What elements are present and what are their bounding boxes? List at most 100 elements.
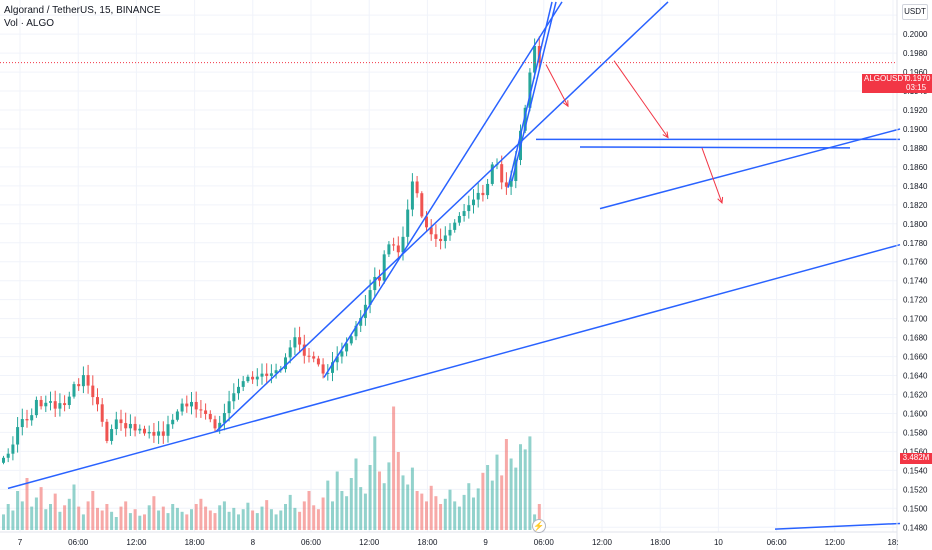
volume-bar	[307, 491, 311, 530]
volume-bar	[72, 484, 76, 530]
volume-bar	[190, 509, 193, 530]
candle-body	[105, 421, 109, 441]
volume-bar	[157, 510, 161, 530]
candle-body	[382, 254, 386, 281]
volume-bar	[204, 506, 208, 530]
lightning-icon[interactable]: ⚡	[532, 519, 546, 533]
arrow-annotations	[545, 60, 724, 205]
volume-bar	[462, 494, 466, 530]
candle-body	[401, 236, 405, 253]
candle-body	[467, 205, 471, 212]
arrow-line	[701, 147, 723, 204]
volume-bar	[255, 513, 259, 530]
volume-bar	[63, 505, 67, 530]
volume-bar	[185, 514, 189, 530]
y-tick-label: 0.1640	[903, 372, 928, 381]
candle-body	[298, 337, 302, 345]
volume-bar	[495, 454, 499, 530]
volume-bar	[472, 497, 475, 530]
volume-bar	[269, 509, 273, 530]
volume-bar	[147, 505, 151, 530]
y-tick-label: 0.1660	[903, 353, 928, 362]
x-tick-label: 8	[251, 538, 256, 547]
arrow-head	[562, 100, 569, 108]
volume-bar	[241, 509, 245, 530]
x-tick-label: 18:00	[185, 538, 206, 547]
candle-body	[462, 211, 466, 216]
trendline	[511, 1, 557, 182]
volume-bar	[16, 491, 20, 530]
volume-bar	[96, 507, 99, 530]
candle-body	[514, 160, 518, 181]
candle-body	[312, 356, 316, 359]
volume-bar	[302, 501, 306, 530]
volume-bar	[359, 487, 363, 530]
y-tick-label: 0.1920	[903, 106, 928, 115]
candle-body	[166, 424, 170, 436]
trendline	[774, 522, 901, 530]
candle-body	[86, 375, 90, 386]
volume-bar	[53, 493, 57, 530]
volume-bar	[288, 494, 292, 530]
y-tick-label: 0.1520	[903, 485, 928, 494]
volume-bar	[194, 504, 198, 530]
candle-body	[81, 375, 85, 387]
candle-body	[49, 401, 52, 403]
candle-body	[58, 403, 62, 409]
candle-body	[316, 358, 320, 365]
candle-body	[340, 351, 344, 357]
candle-body	[218, 422, 222, 429]
chart-title: Algorand / TetherUS, 15, BINANCE	[4, 5, 161, 16]
volume-bar	[415, 491, 419, 530]
volume-bar	[110, 511, 114, 530]
symbol-label: ALGOUSDT	[864, 74, 909, 83]
candle-body	[439, 238, 443, 242]
currency-button[interactable]: USDT	[902, 4, 928, 20]
candle-body	[114, 419, 118, 430]
candle-body	[100, 404, 104, 422]
volume-bar	[293, 507, 297, 530]
candle-body	[396, 245, 400, 253]
volume-bar	[100, 510, 104, 530]
volume-bar	[2, 514, 5, 530]
volume-bar	[246, 502, 250, 530]
arrow-head	[662, 131, 669, 139]
volume-bar	[316, 509, 320, 530]
volume-bar	[504, 439, 508, 530]
candle-body	[204, 410, 208, 414]
volume-bar	[105, 504, 109, 530]
trendline	[323, 1, 563, 378]
candle-body	[533, 46, 537, 73]
x-tick-label: 10	[714, 538, 723, 547]
candle-body	[284, 357, 287, 370]
y-tick-label: 0.1600	[903, 409, 928, 418]
candlesticks	[2, 36, 541, 465]
volume-bar	[500, 475, 504, 530]
candle-body	[476, 192, 480, 200]
volume-bar	[86, 501, 90, 530]
volume-bar	[354, 458, 358, 530]
candle-body	[2, 457, 5, 463]
candle-body	[237, 386, 240, 394]
y-tick-label: 0.1720	[903, 296, 928, 305]
candle-body	[457, 215, 461, 223]
candle-body	[406, 209, 410, 237]
volume-bar	[232, 507, 236, 530]
candle-body	[260, 373, 264, 377]
volume-bar	[171, 504, 175, 530]
volume-bar	[124, 501, 128, 530]
volume-bar	[138, 515, 142, 530]
y-tick-label: 0.1680	[903, 334, 928, 343]
volume-bar	[218, 505, 222, 530]
volume-bar	[175, 507, 179, 530]
candle-body	[509, 180, 513, 187]
candle-body	[504, 182, 508, 187]
volume-bar	[166, 513, 170, 530]
volume-bar	[519, 444, 522, 530]
candle-body	[96, 397, 99, 405]
volume-bar	[396, 452, 400, 530]
volume-bar	[514, 467, 518, 530]
volume-indicator-label[interactable]: Vol · ALGO	[4, 18, 55, 29]
candle-body	[378, 276, 381, 281]
